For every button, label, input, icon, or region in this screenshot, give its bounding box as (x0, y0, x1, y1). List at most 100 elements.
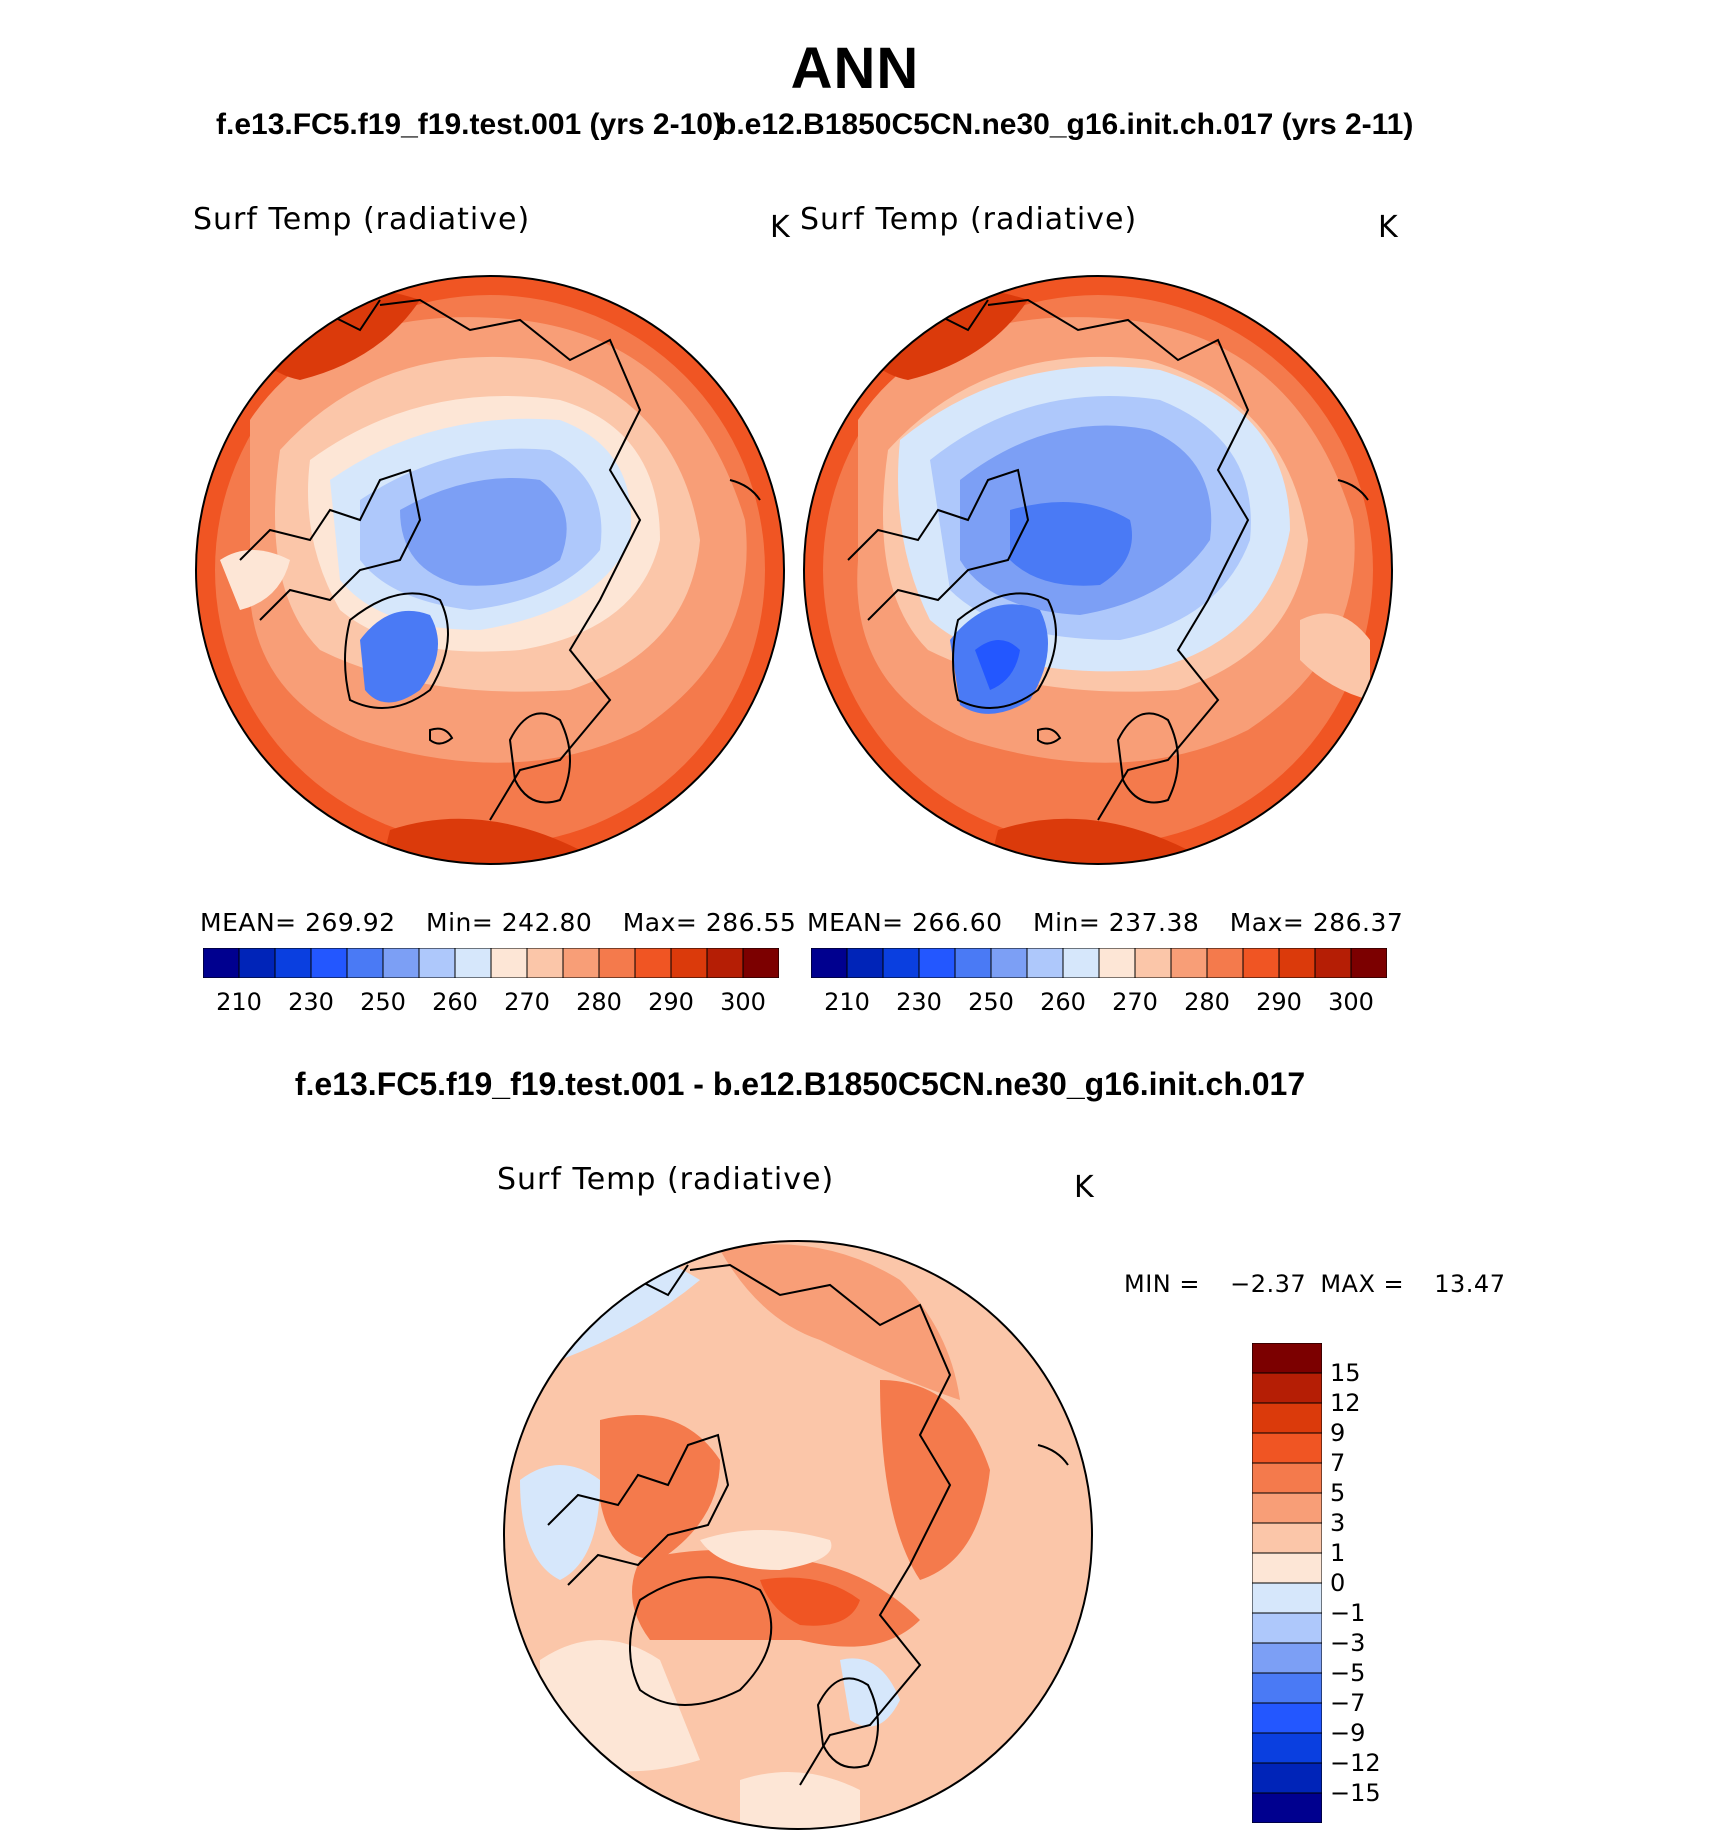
panel1-colorbar-swatch (562, 948, 600, 978)
panel1-colorbar-swatch (706, 948, 744, 978)
panel2-colorbar-swatch (882, 948, 920, 978)
diff-colorbar (1252, 1343, 1322, 1823)
panel1-colorbar-tick-label: 290 (648, 988, 694, 1016)
diff-max-value: 13.47 (1434, 1270, 1506, 1298)
panel1-colorbar-tick-label: 270 (504, 988, 550, 1016)
diff-colorbar-swatch (1252, 1522, 1322, 1554)
panel1-colorbar-tick-label: 280 (576, 988, 622, 1016)
panel2-colorbar-swatch (1242, 948, 1280, 978)
panel1-min-value: 242.80 (501, 908, 593, 937)
panel2-colorbar-tick-label: 280 (1184, 988, 1230, 1016)
panel1-colorbar-tick-label: 230 (288, 988, 334, 1016)
diff-colorbar-tick-label: −5 (1330, 1659, 1366, 1687)
case1-title: f.e13.FC5.f19_f19.test.001 (yrs 2-10) (216, 108, 723, 141)
panel1-colorbar-tick-label: 300 (720, 988, 766, 1016)
diff-colorbar-tick-label: −3 (1330, 1629, 1366, 1657)
panel1-max-value: 286.55 (705, 908, 797, 937)
diff-colorbar-ticks: 15 12 9 7 5 3 1 0 −1 −3 −5 −7 −9 −12 −15 (1330, 1343, 1410, 1823)
diff-max-label: MAX = (1320, 1270, 1405, 1298)
panel1-colorbar-tick-label: 250 (360, 988, 406, 1016)
panel1-colorbar-swatch (598, 948, 636, 978)
panel1-colorbar-swatch (634, 948, 672, 978)
panel1-stats: MEAN= 269.92 Min= 242.80 Max= 286.55 (200, 908, 796, 937)
diff-colorbar-tick-label: 9 (1330, 1419, 1346, 1447)
panel1-colorbar-swatch (454, 948, 492, 978)
diff-min-label: MIN = (1124, 1270, 1200, 1298)
panel2-mean-label: MEAN= (807, 908, 904, 937)
season-title: ANN (790, 36, 920, 101)
diff-colorbar-swatch (1252, 1432, 1322, 1464)
diff-polar-map (504, 1241, 1092, 1829)
diff-colorbar-tick-label: 7 (1330, 1449, 1346, 1477)
diff-colorbar-tick-label: −15 (1330, 1779, 1381, 1807)
diff-variable-label: Surf Temp (radiative) (497, 1162, 835, 1197)
diff-colorbar-swatch (1252, 1492, 1322, 1524)
panel2-colorbar-swatch (1098, 948, 1136, 978)
panel1-colorbar-swatch (742, 948, 779, 978)
diff-colorbar-tick-label: 1 (1330, 1539, 1346, 1567)
diff-units-label: K (1074, 1170, 1094, 1205)
panel2-colorbar-swatch (1278, 948, 1316, 978)
panel1-colorbar-swatch (490, 948, 528, 978)
panel1-min-label: Min= (426, 908, 494, 937)
diff-minmax: MIN = −2.37 MAX = 13.47 (1124, 1270, 1505, 1298)
panel1-mean-label: MEAN= (200, 908, 297, 937)
panel2-colorbar-ticks: 210 230 250 260 270 280 290 300 (811, 988, 1387, 1018)
panel2-colorbar-swatch (918, 948, 956, 978)
panel2-colorbar-swatch (1350, 948, 1387, 978)
panel1-colorbar-swatch (526, 948, 564, 978)
diff-colorbar-swatch (1252, 1702, 1322, 1734)
panel1-colorbar-swatch (382, 948, 420, 978)
diff-colorbar-swatch (1252, 1343, 1322, 1374)
diff-colorbar-tick-label: 12 (1330, 1389, 1361, 1417)
panel1-colorbar-swatch (203, 948, 240, 978)
panel2-colorbar-tick-label: 300 (1328, 988, 1374, 1016)
panel2-stats: MEAN= 266.60 Min= 237.38 Max= 286.37 (807, 908, 1403, 937)
panel2-colorbar-swatch (954, 948, 992, 978)
diff-colorbar-swatch (1252, 1582, 1322, 1614)
panel2-min-label: Min= (1033, 908, 1101, 937)
difference-title: f.e13.FC5.f19_f19.test.001 - b.e12.B1850… (294, 1066, 1306, 1102)
panel1-colorbar-ticks: 210 230 250 260 270 280 290 300 (203, 988, 779, 1018)
panel2-variable-label: Surf Temp (radiative) (800, 202, 1138, 237)
panel2-colorbar-swatch (990, 948, 1028, 978)
diff-colorbar-tick-label: −1 (1330, 1599, 1366, 1627)
panel1-colorbar-tick-label: 210 (216, 988, 262, 1016)
diff-colorbar-swatch (1252, 1372, 1322, 1404)
diff-colorbar-swatch (1252, 1672, 1322, 1704)
panel1-mean-value: 269.92 (305, 908, 396, 937)
panel2-colorbar-tick-label: 210 (824, 988, 870, 1016)
diff-colorbar-swatch (1252, 1612, 1322, 1644)
panel2-colorbar-tick-label: 270 (1112, 988, 1158, 1016)
diff-colorbar-swatch (1252, 1732, 1322, 1764)
panel2-colorbar-swatch (811, 948, 848, 978)
panel2-max-label: Max= (1229, 908, 1305, 937)
panel2-colorbar-swatch (846, 948, 884, 978)
panel2-colorbar-swatch (1206, 948, 1244, 978)
panel2-colorbar-swatch (1062, 948, 1100, 978)
panel2-colorbar-tick-label: 250 (968, 988, 1014, 1016)
diff-colorbar-tick-label: 15 (1330, 1359, 1361, 1387)
panel2-polar-map (804, 276, 1392, 864)
diff-min-value: −2.37 (1230, 1270, 1307, 1298)
diff-colorbar-swatch (1252, 1762, 1322, 1794)
case2-title: b.e12.B1850C5CN.ne30_g16.init.ch.017 (yr… (718, 108, 1414, 141)
panel1-colorbar-swatch (238, 948, 276, 978)
diff-colorbar-tick-label: 0 (1330, 1569, 1346, 1597)
panel2-colorbar-swatch (1170, 948, 1208, 978)
panel1-units-label: K (770, 210, 790, 245)
diff-colorbar-tick-label: 5 (1330, 1479, 1346, 1507)
panel1-colorbar-swatch (310, 948, 348, 978)
panel1-variable-label: Surf Temp (radiative) (193, 202, 531, 237)
diff-colorbar-swatch (1252, 1642, 1322, 1674)
panel1-colorbar (203, 948, 779, 978)
diff-colorbar-tick-label: 3 (1330, 1509, 1346, 1537)
panel2-colorbar-swatch (1026, 948, 1064, 978)
panel2-colorbar-tick-label: 260 (1040, 988, 1086, 1016)
diff-colorbar-swatch (1252, 1552, 1322, 1584)
panel1-colorbar-tick-label: 260 (432, 988, 478, 1016)
diff-colorbar-tick-label: −12 (1330, 1749, 1381, 1777)
diff-colorbar-swatch (1252, 1402, 1322, 1434)
panel1-colorbar-swatch (670, 948, 708, 978)
